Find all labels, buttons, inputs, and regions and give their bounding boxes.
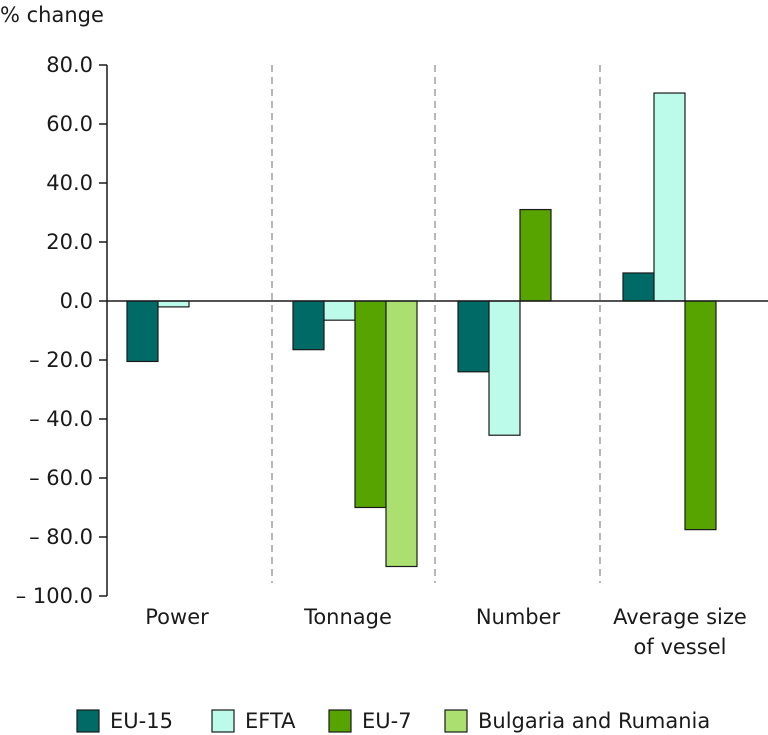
bar: [292, 300, 325, 351]
y-tick-label: 20.0: [46, 230, 93, 254]
legend-label: EU-15: [110, 709, 173, 733]
bar: [157, 300, 190, 308]
y-tick-label: 0.0: [60, 289, 93, 313]
category-label: Tonnage: [303, 605, 392, 629]
y-tick-label: 40.0: [46, 171, 93, 195]
y-tick-label: – 60.0: [29, 466, 93, 490]
category-label: Number: [476, 605, 561, 629]
y-axis: 80.0 60.0 40.0 20.0 0.0 – 20.0 – 40.0 – 60.0 – 8…: [16, 53, 108, 608]
legend-swatch: [444, 709, 468, 733]
category-dividers: [271, 65, 601, 583]
y-tick-label: 80.0: [46, 53, 93, 77]
legend-label: Bulgaria and Rumania: [478, 709, 710, 733]
legend-label: EU-7: [362, 709, 412, 733]
legend-swatch: [328, 709, 352, 733]
bar: [354, 300, 387, 509]
y-tick-label: 60.0: [46, 112, 93, 136]
y-tick-label: – 20.0: [29, 348, 93, 372]
y-tick-label: – 40.0: [29, 407, 93, 431]
legend-swatch: [76, 709, 100, 733]
bar: [126, 300, 159, 363]
bars: [126, 92, 717, 568]
y-axis-label: % change: [0, 3, 104, 27]
bar: [385, 300, 418, 568]
y-tick-label: – 100.0: [16, 584, 93, 608]
bar: [684, 300, 717, 531]
category-label: of vessel: [634, 635, 727, 659]
legend: EU-15 EFTA EU-7 Bulgaria and Rumania: [76, 709, 710, 733]
bar: [323, 300, 356, 321]
x-axis: Power Tonnage Number Average size of vessel: [107, 300, 768, 659]
y-tick-label: – 80.0: [29, 525, 93, 549]
bar: [488, 300, 521, 436]
bar: [622, 272, 655, 302]
legend-swatch: [211, 709, 235, 733]
bar: [519, 208, 552, 302]
category-label: Power: [145, 605, 209, 629]
bar: [653, 92, 686, 302]
bar: [457, 300, 490, 373]
legend-label: EFTA: [245, 709, 296, 733]
category-label: Average size: [613, 605, 747, 629]
